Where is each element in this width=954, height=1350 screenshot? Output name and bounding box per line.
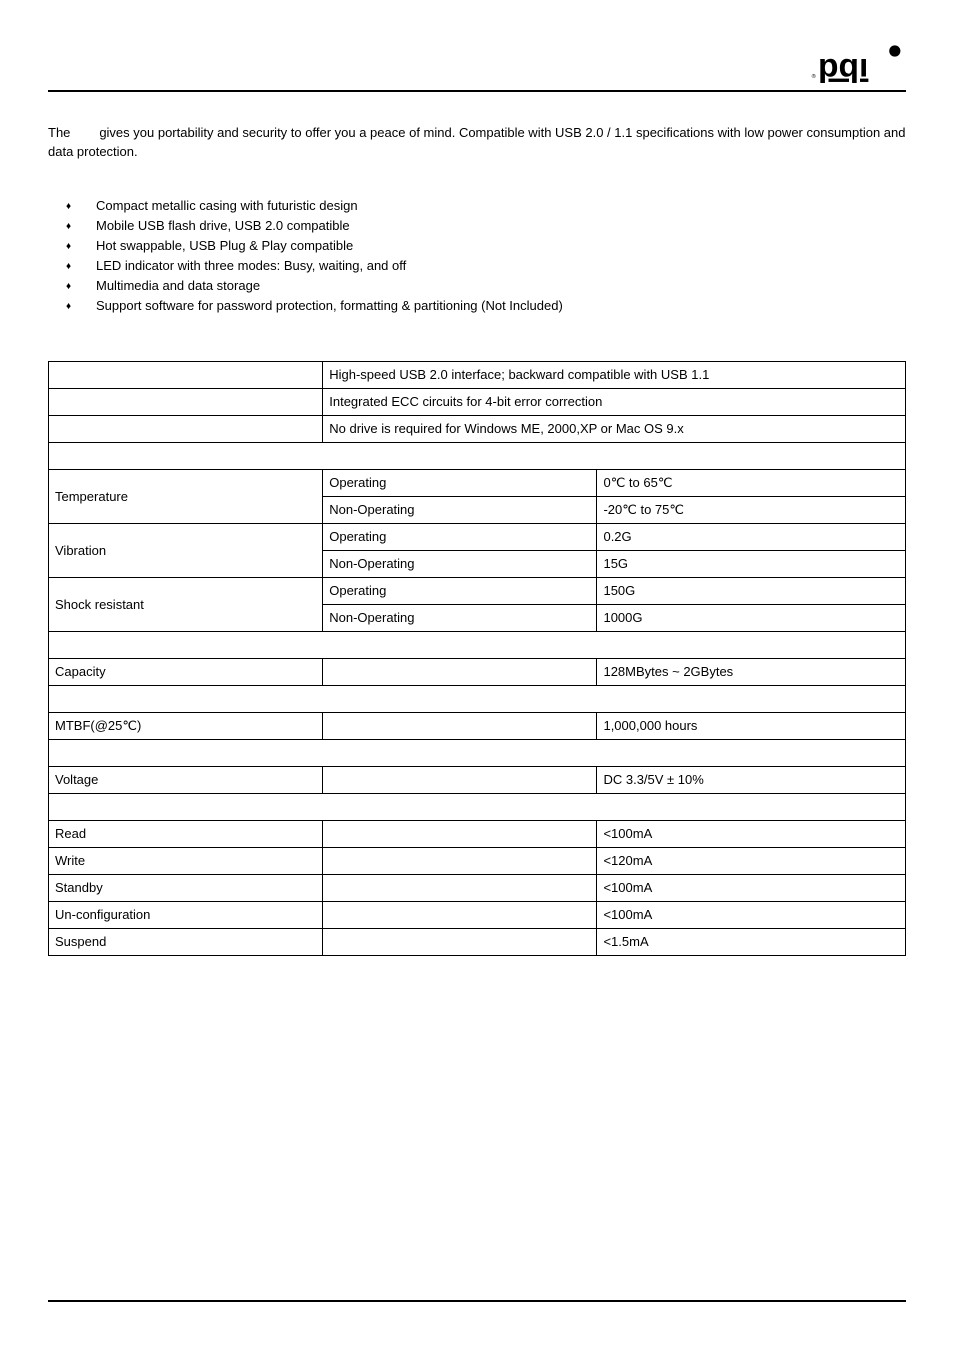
- table-cell-empty: [49, 361, 323, 388]
- table-cell: Integrated ECC circuits for 4-bit error …: [323, 388, 906, 415]
- table-cell: Non-Operating: [323, 496, 597, 523]
- table-cell-label: Write: [49, 847, 323, 874]
- table-cell: -20℃ to 75℃: [597, 496, 906, 523]
- table-cell-empty: [323, 928, 597, 955]
- feature-item: LED indicator with three modes: Busy, wa…: [66, 256, 906, 276]
- table-cell-label: Shock resistant: [49, 577, 323, 631]
- table-cell: 0.2G: [597, 523, 906, 550]
- svg-text:®: ®: [812, 73, 817, 80]
- intro-text-1: The: [48, 125, 70, 140]
- table-cell: 1,000,000 hours: [597, 712, 906, 739]
- table-cell-label: Vibration: [49, 523, 323, 577]
- table-cell-empty: [323, 766, 597, 793]
- feature-item: Support software for password protection…: [66, 296, 906, 316]
- logo-area: pqı ®: [48, 40, 906, 86]
- table-cell: <120mA: [597, 847, 906, 874]
- feature-item: Mobile USB flash drive, USB 2.0 compatib…: [66, 216, 906, 236]
- table-cell: High-speed USB 2.0 interface; backward c…: [323, 361, 906, 388]
- spec-table: High-speed USB 2.0 interface; backward c…: [48, 361, 906, 956]
- table-section-divider: [49, 739, 906, 766]
- table-cell-empty: [323, 901, 597, 928]
- table-cell-empty: [323, 874, 597, 901]
- table-cell: 0℃ to 65℃: [597, 469, 906, 496]
- intro-paragraph: The gives you portability and security t…: [48, 124, 906, 162]
- table-cell: Non-Operating: [323, 604, 597, 631]
- table-cell-empty: [49, 415, 323, 442]
- table-cell-label: Read: [49, 820, 323, 847]
- table-section-divider: [49, 631, 906, 658]
- table-cell-label: Capacity: [49, 658, 323, 685]
- table-cell-empty: [323, 820, 597, 847]
- table-cell: 128MBytes ~ 2GBytes: [597, 658, 906, 685]
- intro-text-2: gives you portability and security to of…: [48, 125, 906, 159]
- table-cell-label: MTBF(@25℃): [49, 712, 323, 739]
- table-cell-empty: [323, 658, 597, 685]
- table-cell: DC 3.3/5V ± 10%: [597, 766, 906, 793]
- table-cell: 150G: [597, 577, 906, 604]
- table-cell-empty: [323, 712, 597, 739]
- table-cell: <1.5mA: [597, 928, 906, 955]
- table-cell-label: Voltage: [49, 766, 323, 793]
- table-cell: 15G: [597, 550, 906, 577]
- table-section-divider: [49, 685, 906, 712]
- table-cell: Non-Operating: [323, 550, 597, 577]
- table-cell-label: Standby: [49, 874, 323, 901]
- header-divider: [48, 90, 906, 92]
- table-cell-label: Temperature: [49, 469, 323, 523]
- table-cell-label: Un-configuration: [49, 901, 323, 928]
- pqi-logo-icon: pqı ®: [794, 43, 906, 83]
- table-section-divider: [49, 793, 906, 820]
- table-cell-label: Suspend: [49, 928, 323, 955]
- table-cell: <100mA: [597, 820, 906, 847]
- table-cell: Operating: [323, 577, 597, 604]
- table-section-divider: [49, 442, 906, 469]
- feature-item: Hot swappable, USB Plug & Play compatibl…: [66, 236, 906, 256]
- table-cell: Operating: [323, 469, 597, 496]
- table-cell: 1000G: [597, 604, 906, 631]
- table-cell: <100mA: [597, 874, 906, 901]
- svg-text:pqı: pqı: [818, 48, 868, 83]
- table-cell: <100mA: [597, 901, 906, 928]
- table-cell-empty: [323, 847, 597, 874]
- table-cell: No drive is required for Windows ME, 200…: [323, 415, 906, 442]
- table-cell: Operating: [323, 523, 597, 550]
- table-cell-empty: [49, 388, 323, 415]
- footer-divider: [48, 1300, 906, 1302]
- feature-item: Multimedia and data storage: [66, 276, 906, 296]
- feature-item: Compact metallic casing with futuristic …: [66, 196, 906, 216]
- features-list: Compact metallic casing with futuristic …: [66, 196, 906, 317]
